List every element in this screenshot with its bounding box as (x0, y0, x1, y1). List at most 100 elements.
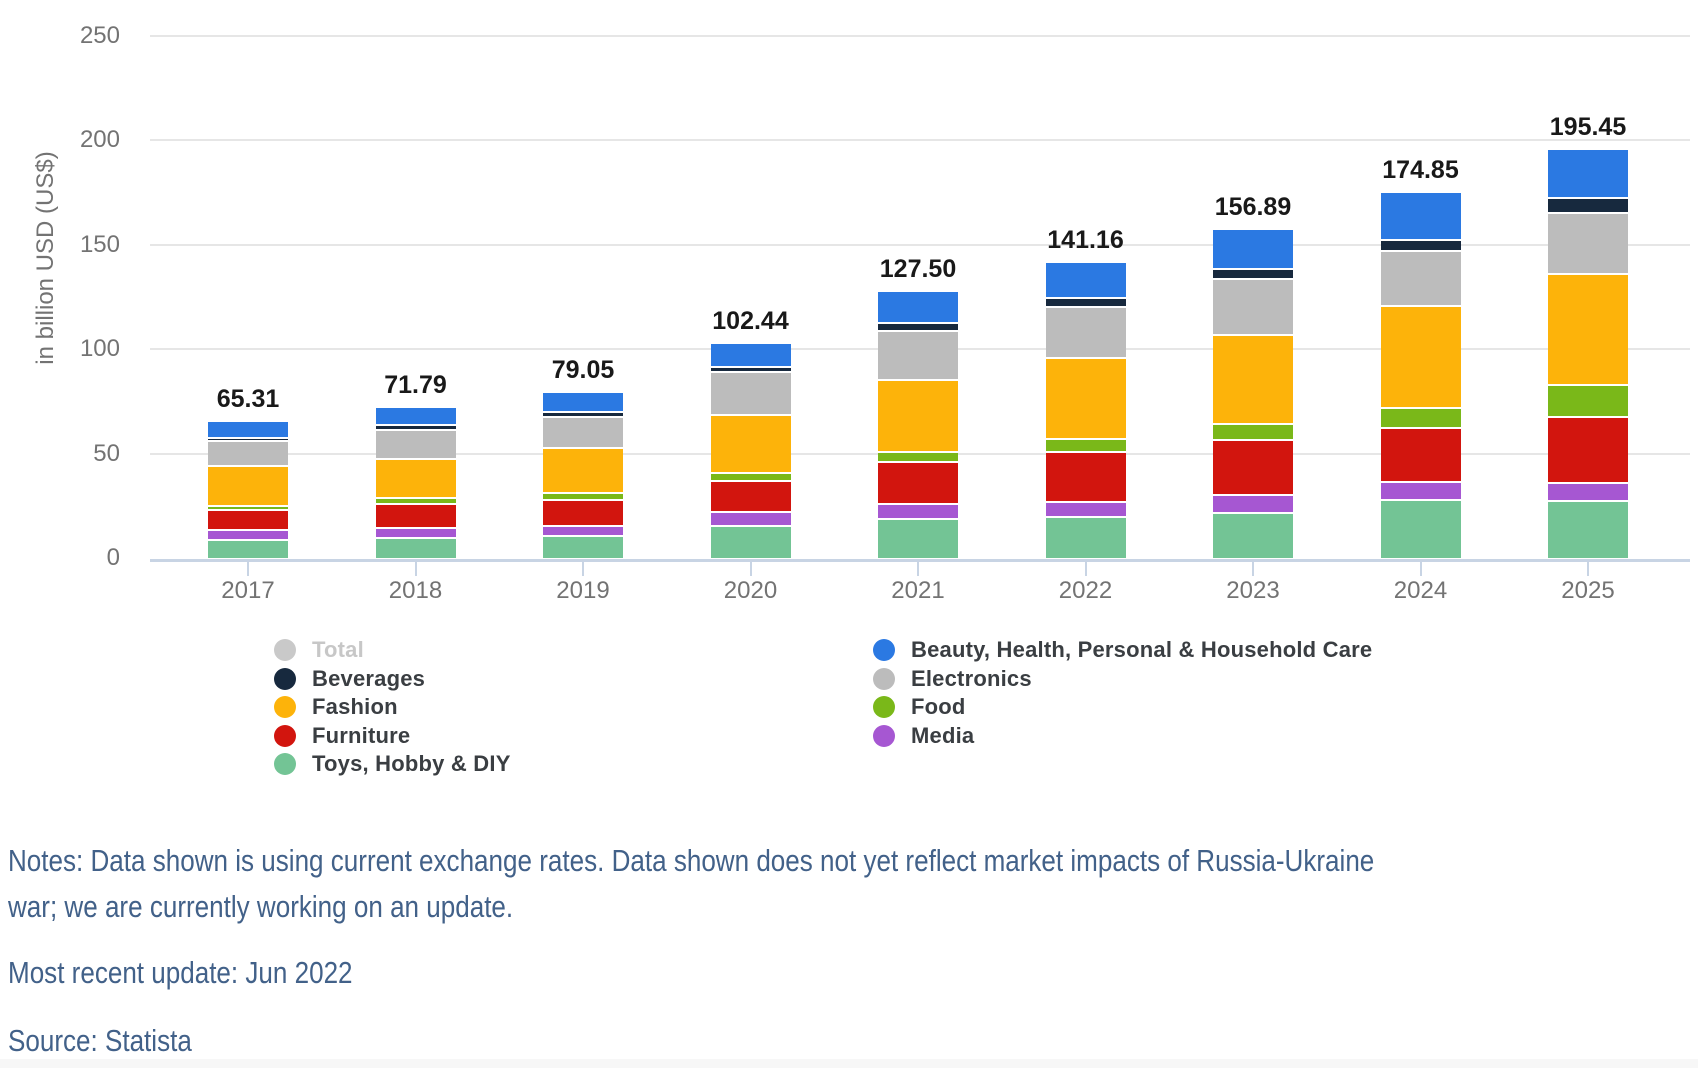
bar-2020-segment-toys-hobby-diy[interactable] (710, 524, 791, 558)
bar-2017-segment-electronics[interactable] (208, 439, 288, 466)
bar-2023-segment-electronics[interactable] (1213, 278, 1293, 334)
bar-2023-segment-fashion[interactable] (1213, 333, 1293, 424)
bar-2022-segment-electronics[interactable] (1045, 305, 1126, 358)
last-update-note: Most recent update: Jun 2022 (8, 955, 353, 990)
bar-2020-segment-beauty-health-personal-household-care[interactable] (710, 344, 791, 366)
bar-2017-segment-food[interactable] (208, 505, 288, 509)
bar-2020-segment-food[interactable] (710, 471, 791, 481)
bar-2019-segment-media[interactable] (543, 525, 623, 536)
bar-2018-segment-electronics[interactable] (375, 429, 456, 458)
bar-2022-segment-media[interactable] (1045, 500, 1126, 516)
bar-2018-segment-beverages[interactable] (375, 424, 456, 430)
legend-marker-furniture (274, 724, 296, 747)
legend-item-fashion[interactable]: Fashion (274, 693, 398, 721)
bar-2024-segment-media[interactable] (1380, 481, 1461, 500)
bar-2022[interactable] (1045, 263, 1126, 558)
bar-2021-segment-beauty-health-personal-household-care[interactable] (878, 291, 958, 323)
bar-2022-segment-beverages[interactable] (1045, 296, 1126, 306)
bar-2019-segment-electronics[interactable] (543, 416, 623, 447)
bar-2017[interactable] (208, 421, 288, 558)
bar-2020-segment-electronics[interactable] (710, 371, 791, 414)
bar-2024-segment-beverages[interactable] (1380, 238, 1461, 251)
x-axis-label-2020: 2020 (723, 577, 778, 604)
bar-2022-segment-fashion[interactable] (1045, 357, 1126, 438)
bar-2024[interactable] (1380, 192, 1461, 558)
bar-2022-segment-furniture[interactable] (1045, 450, 1126, 501)
legend-item-beauty-health-personal-household-care[interactable]: Beauty, Health, Personal & Household Car… (873, 636, 1372, 664)
bar-2025-segment-beauty-health-personal-household-care[interactable] (1548, 149, 1628, 198)
bar-2020[interactable] (710, 344, 791, 558)
bar-total-label-2019: 79.05 (551, 355, 615, 384)
bar-2025-segment-media[interactable] (1548, 482, 1628, 501)
bar-2023-segment-furniture[interactable] (1213, 439, 1293, 495)
bar-2017-segment-beauty-health-personal-household-care[interactable] (208, 421, 288, 437)
bar-2025-segment-furniture[interactable] (1548, 416, 1628, 483)
bar-2018-segment-media[interactable] (375, 527, 456, 538)
bar-2021-segment-fashion[interactable] (878, 378, 958, 451)
bar-2023-segment-media[interactable] (1213, 494, 1293, 512)
bar-2019[interactable] (543, 392, 623, 558)
bar-2024-segment-fashion[interactable] (1380, 304, 1461, 407)
bar-total-label-2021: 127.50 (879, 254, 957, 283)
x-axis-label-2017: 2017 (221, 577, 275, 604)
bar-2025-segment-toys-hobby-diy[interactable] (1548, 500, 1628, 558)
legend-marker-fashion (274, 696, 296, 718)
bar-2019-segment-beauty-health-personal-household-care[interactable] (543, 392, 623, 411)
bar-2021-segment-food[interactable] (878, 450, 958, 462)
bar-2024-segment-electronics[interactable] (1380, 250, 1461, 305)
bar-2023-segment-beauty-health-personal-household-care[interactable] (1213, 230, 1293, 269)
bar-2022-segment-beauty-health-personal-household-care[interactable] (1045, 263, 1126, 297)
bar-2023-segment-toys-hobby-diy[interactable] (1213, 511, 1293, 558)
bar-2017-segment-toys-hobby-diy[interactable] (208, 538, 288, 558)
legend-item-media[interactable]: Media (873, 722, 974, 750)
bar-2021-segment-furniture[interactable] (878, 461, 958, 503)
bar-2019-segment-beverages[interactable] (543, 410, 623, 417)
bar-2017-segment-beverages[interactable] (208, 436, 288, 440)
bar-2017-segment-media[interactable] (208, 529, 288, 539)
bar-2018[interactable] (375, 408, 456, 558)
legend-item-beverages[interactable]: Beverages (274, 665, 425, 693)
bar-2018-segment-food[interactable] (375, 497, 456, 503)
bar-2023-segment-food[interactable] (1213, 423, 1293, 440)
bar-2024-segment-furniture[interactable] (1380, 427, 1461, 482)
bar-2024-segment-beauty-health-personal-household-care[interactable] (1380, 192, 1461, 239)
bar-2020-segment-fashion[interactable] (710, 413, 791, 472)
bar-2018-segment-beauty-health-personal-household-care[interactable] (375, 408, 456, 425)
bar-2024-segment-food[interactable] (1380, 406, 1461, 428)
bar-2021-segment-toys-hobby-diy[interactable] (878, 517, 958, 558)
bar-2018-segment-toys-hobby-diy[interactable] (375, 537, 456, 558)
bar-2017-segment-furniture[interactable] (208, 508, 288, 530)
bar-2021-segment-beverages[interactable] (878, 322, 958, 330)
bar-2019-segment-furniture[interactable] (543, 498, 623, 526)
bar-2019-segment-toys-hobby-diy[interactable] (543, 535, 623, 558)
x-axis-tick (414, 562, 417, 576)
bar-2021-segment-electronics[interactable] (878, 329, 958, 379)
bar-2023[interactable] (1213, 230, 1293, 558)
bar-2019-segment-food[interactable] (543, 491, 623, 499)
bar-2022-segment-toys-hobby-diy[interactable] (1045, 515, 1126, 558)
legend-item-electronics[interactable]: Electronics (873, 665, 1032, 693)
bar-2021[interactable] (878, 291, 958, 558)
bar-2018-segment-fashion[interactable] (375, 457, 456, 497)
legend-item-toys-hobby-diy[interactable]: Toys, Hobby & DIY (274, 750, 511, 778)
bar-2025-segment-beverages[interactable] (1548, 197, 1628, 213)
bar-2019-segment-fashion[interactable] (543, 446, 623, 492)
bar-2021-segment-media[interactable] (878, 502, 958, 518)
bar-2022-segment-food[interactable] (1045, 437, 1126, 451)
bar-2025-segment-electronics[interactable] (1548, 212, 1628, 273)
legend-item-furniture[interactable]: Furniture (274, 722, 410, 750)
bar-2025-segment-fashion[interactable] (1548, 272, 1628, 384)
legend-item-total[interactable]: Total (274, 636, 364, 664)
bar-2020-segment-furniture[interactable] (710, 480, 791, 511)
x-axis-label-2023: 2023 (1226, 577, 1280, 604)
legend-item-food[interactable]: Food (873, 693, 966, 721)
bar-2025-segment-food[interactable] (1548, 383, 1628, 417)
bar-2017-segment-fashion[interactable] (208, 465, 288, 506)
bar-2023-segment-beverages[interactable] (1213, 268, 1293, 279)
bar-2025[interactable] (1548, 149, 1628, 558)
bar-2018-segment-furniture[interactable] (375, 502, 456, 528)
bar-2020-segment-beverages[interactable] (710, 365, 791, 372)
bar-total-label-2020: 102.44 (712, 307, 789, 336)
bar-2020-segment-media[interactable] (710, 510, 791, 525)
bar-2024-segment-toys-hobby-diy[interactable] (1380, 499, 1461, 558)
